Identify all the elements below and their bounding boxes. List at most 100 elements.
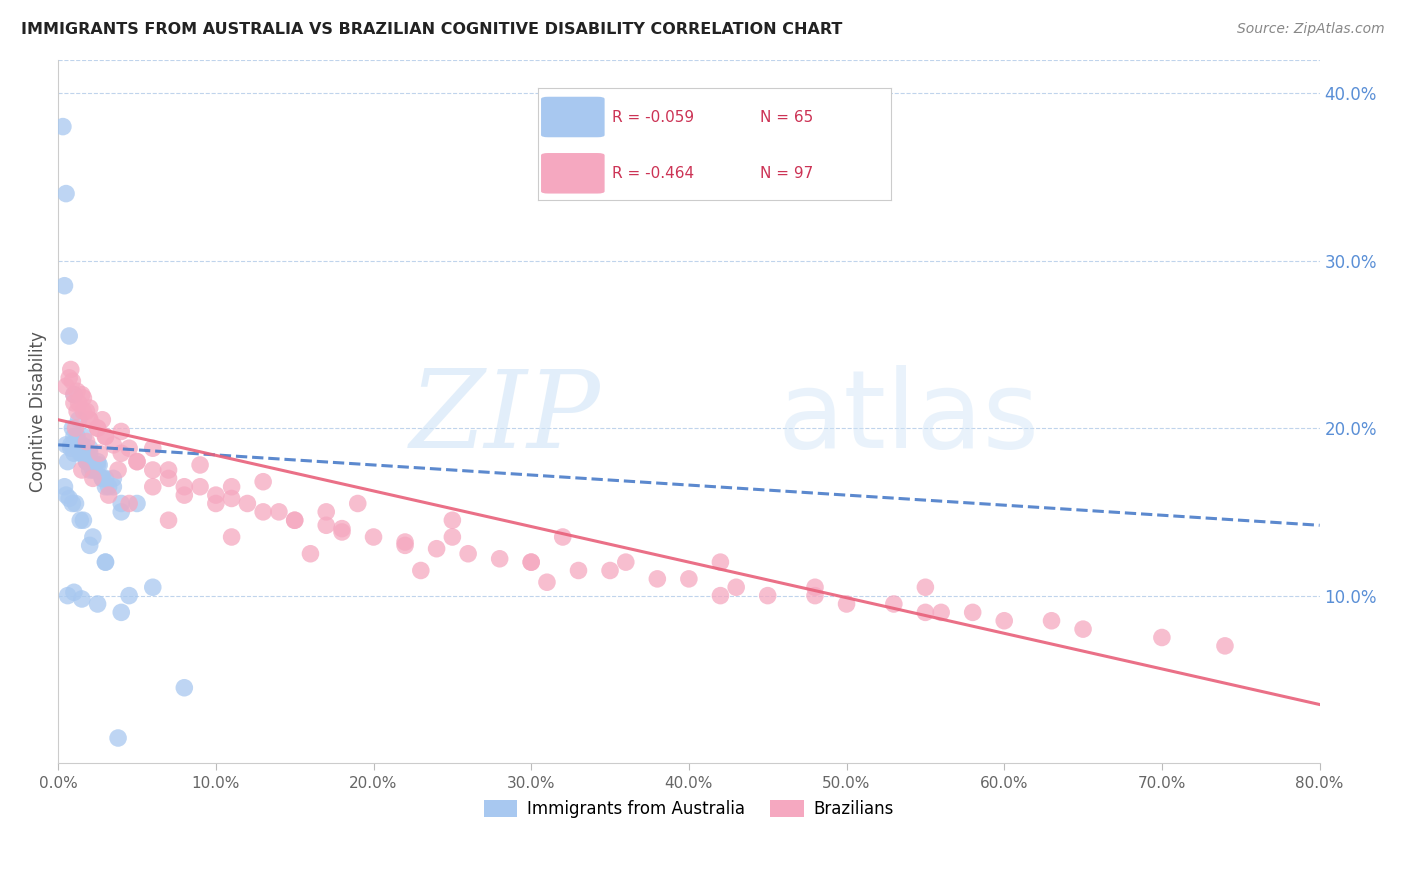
Point — [79, 463, 101, 477]
Point — [107, 731, 129, 745]
Point — [441, 513, 464, 527]
Point — [56, 589, 79, 603]
Point — [647, 572, 669, 586]
Point — [142, 580, 165, 594]
Point — [205, 488, 228, 502]
Point — [221, 530, 243, 544]
Point — [142, 463, 165, 477]
Point — [236, 496, 259, 510]
Text: Source: ZipAtlas.com: Source: ZipAtlas.com — [1237, 22, 1385, 37]
Point — [330, 524, 353, 539]
Point — [110, 425, 132, 439]
Point — [103, 480, 125, 494]
Point — [60, 496, 83, 510]
Point — [409, 564, 432, 578]
Point — [69, 513, 91, 527]
Point — [66, 434, 89, 449]
Point — [70, 446, 93, 460]
Point — [66, 404, 89, 418]
Point — [914, 606, 936, 620]
Point — [142, 480, 165, 494]
Point — [993, 614, 1015, 628]
Legend: Immigrants from Australia, Brazilians: Immigrants from Australia, Brazilians — [477, 794, 901, 825]
Point — [110, 505, 132, 519]
Point — [66, 434, 89, 449]
Point — [284, 513, 307, 527]
Point — [86, 421, 108, 435]
Point — [65, 421, 87, 435]
Point — [83, 463, 105, 477]
Point — [94, 429, 117, 443]
Point — [63, 585, 86, 599]
Point — [63, 387, 86, 401]
Point — [315, 518, 337, 533]
Point — [58, 329, 80, 343]
Point — [346, 496, 368, 510]
Point — [82, 530, 104, 544]
Point — [59, 438, 82, 452]
Point — [929, 606, 952, 620]
Text: ZIP: ZIP — [409, 366, 600, 471]
Point — [59, 362, 82, 376]
Point — [70, 463, 93, 477]
Point — [76, 455, 98, 469]
Point — [914, 580, 936, 594]
Point — [70, 591, 93, 606]
Point — [835, 597, 858, 611]
Point — [72, 429, 94, 443]
Point — [221, 491, 243, 506]
Point — [188, 480, 211, 494]
Point — [125, 455, 148, 469]
Point — [142, 441, 165, 455]
Point — [70, 387, 93, 401]
Point — [709, 555, 731, 569]
Point — [97, 488, 120, 502]
Point — [756, 589, 779, 603]
Point — [599, 564, 621, 578]
Point — [82, 471, 104, 485]
Point — [520, 555, 543, 569]
Point — [58, 491, 80, 506]
Point — [1150, 631, 1173, 645]
Point — [457, 547, 479, 561]
Point — [804, 589, 827, 603]
Point — [94, 429, 117, 443]
Point — [59, 441, 82, 455]
Point — [394, 535, 416, 549]
Point — [79, 538, 101, 552]
Point — [252, 505, 274, 519]
Point — [53, 278, 76, 293]
Point — [79, 401, 101, 415]
Point — [91, 413, 114, 427]
Point — [65, 496, 87, 510]
Point — [79, 413, 101, 427]
Point — [63, 438, 86, 452]
Point — [103, 438, 125, 452]
Point — [267, 505, 290, 519]
Point — [725, 580, 748, 594]
Point — [1071, 622, 1094, 636]
Point — [60, 421, 83, 435]
Point — [55, 438, 77, 452]
Point — [962, 606, 984, 620]
Point — [157, 513, 180, 527]
Point — [70, 438, 93, 452]
Point — [441, 530, 464, 544]
Point — [110, 496, 132, 510]
Point — [678, 572, 700, 586]
Point — [614, 555, 637, 569]
Point — [72, 441, 94, 455]
Point — [394, 538, 416, 552]
Point — [103, 471, 125, 485]
Point — [76, 404, 98, 418]
Point — [118, 589, 141, 603]
Point — [53, 480, 76, 494]
Point — [804, 580, 827, 594]
Point — [67, 413, 90, 427]
Point — [79, 446, 101, 460]
Point — [157, 463, 180, 477]
Point — [82, 463, 104, 477]
Point — [94, 480, 117, 494]
Point — [157, 471, 180, 485]
Point — [315, 505, 337, 519]
